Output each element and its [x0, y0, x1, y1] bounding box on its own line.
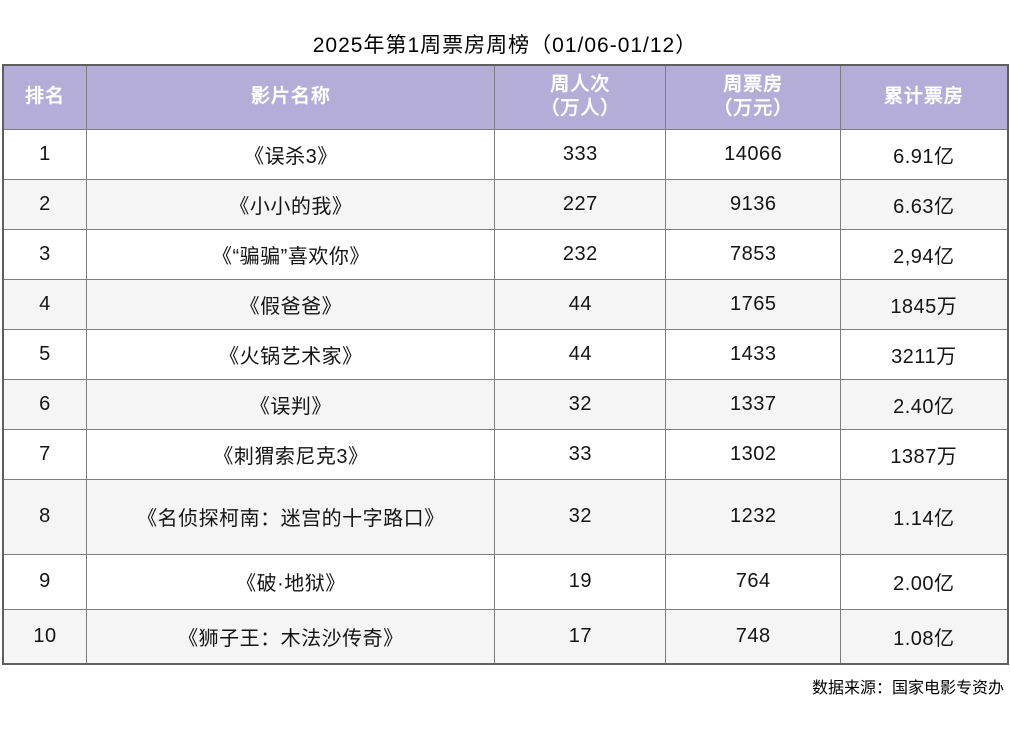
weekly-box-office-cell: 1232	[665, 478, 842, 555]
rank-cell: 6	[1, 378, 88, 430]
weekly-admissions-cell: 333	[494, 128, 667, 180]
header-row: 排名 影片名称 周人次 （万人） 周票房 （万元） 累计票房	[1, 64, 1008, 130]
total-box-office-cell: 1845万	[840, 278, 1008, 330]
rank-cell: 2	[1, 178, 88, 230]
table-row: 7 《刺猬索尼克3》 33 1302 1387万	[1, 428, 1008, 480]
rank-cell: 1	[1, 128, 88, 180]
data-source-note: 数据来源：国家电影专资办	[811, 680, 1004, 697]
rank-cell: 10	[1, 608, 88, 665]
weekly-admissions-cell: 17	[494, 608, 667, 665]
rank-cell: 3	[1, 228, 88, 280]
weekly-box-office-cell: 1337	[665, 378, 842, 430]
col-header-weekly-admissions: 周人次 （万人）	[494, 64, 667, 130]
total-box-office-cell: 1.14亿	[840, 478, 1008, 555]
table-row: 6 《误判》 32 1337 2.40亿	[1, 378, 1008, 430]
film-title-cell: 《假爸爸》	[86, 278, 496, 330]
table-row: 8 《名侦探柯南：迷宫的十字路口》 32 1232 1.14亿	[1, 478, 1008, 555]
table-header: 排名 影片名称 周人次 （万人） 周票房 （万元） 累计票房	[1, 64, 1008, 130]
table-row: 3 《“骗骗”喜欢你》 232 7853 2,94亿	[1, 228, 1008, 280]
weekly-box-office-cell: 1302	[665, 428, 842, 480]
total-box-office-cell: 2,94亿	[840, 228, 1008, 280]
table-row: 10 《狮子王：木法沙传奇》 17 748 1.08亿	[1, 608, 1008, 665]
weekly-admissions-cell: 32	[494, 378, 667, 430]
film-title-cell: 《名侦探柯南：迷宫的十字路口》	[86, 478, 496, 555]
box-office-table: 排名 影片名称 周人次 （万人） 周票房 （万元） 累计票房 1 《误杀3》 333…	[1, 64, 1009, 665]
weekly-box-office-cell: 764	[665, 553, 842, 610]
total-box-office-cell: 6.91亿	[840, 128, 1008, 180]
weekly-admissions-cell: 227	[494, 178, 667, 230]
col-header-rank: 排名	[1, 64, 88, 130]
film-title-cell: 《破·地狱》	[86, 553, 496, 610]
col-header-weekly-box-office: 周票房 （万元）	[665, 64, 842, 130]
weekly-box-office-cell: 748	[665, 608, 842, 665]
col-header-film-title: 影片名称	[86, 64, 496, 130]
weekly-admissions-cell: 44	[494, 328, 667, 380]
rank-cell: 9	[1, 553, 88, 610]
film-title-cell: 《火锅艺术家》	[86, 328, 496, 380]
table-row: 9 《破·地狱》 19 764 2.00亿	[1, 553, 1008, 610]
weekly-admissions-cell: 19	[494, 553, 667, 610]
film-title-cell: 《刺猬索尼克3》	[86, 428, 496, 480]
table-row: 1 《误杀3》 333 14066 6.91亿	[1, 128, 1008, 180]
film-title-cell: 《误判》	[86, 378, 496, 430]
page-title: 2025年第1周票房周榜（01/06-01/12）	[312, 34, 698, 57]
film-title-cell: 《小小的我》	[86, 178, 496, 230]
col-header-total-box-office: 累计票房	[840, 64, 1008, 130]
table-body: 1 《误杀3》 333 14066 6.91亿 2 《小小的我》 227 9136 6.63亿 3 《…	[1, 128, 1008, 665]
weekly-admissions-cell: 232	[494, 228, 667, 280]
total-box-office-cell: 1.08亿	[840, 608, 1008, 665]
weekly-box-office-cell: 1765	[665, 278, 842, 330]
weekly-box-office-cell: 14066	[665, 128, 842, 180]
table-row: 2 《小小的我》 227 9136 6.63亿	[1, 178, 1008, 230]
rank-cell: 7	[1, 428, 88, 480]
total-box-office-cell: 2.40亿	[840, 378, 1008, 430]
total-box-office-cell: 1387万	[840, 428, 1008, 480]
film-title-cell: 《“骗骗”喜欢你》	[86, 228, 496, 280]
weekly-box-office-cell: 1433	[665, 328, 842, 380]
rank-cell: 4	[1, 278, 88, 330]
weekly-admissions-cell: 32	[494, 478, 667, 555]
rank-cell: 8	[1, 478, 88, 555]
rank-cell: 5	[1, 328, 88, 380]
weekly-box-office-cell: 7853	[665, 228, 842, 280]
total-box-office-cell: 2.00亿	[840, 553, 1008, 610]
table-row: 4 《假爸爸》 44 1765 1845万	[1, 278, 1008, 330]
film-title-cell: 《误杀3》	[86, 128, 496, 180]
weekly-box-office-cell: 9136	[665, 178, 842, 230]
weekly-admissions-cell: 33	[494, 428, 667, 480]
film-title-cell: 《狮子王：木法沙传奇》	[86, 608, 496, 665]
weekly-admissions-cell: 44	[494, 278, 667, 330]
total-box-office-cell: 6.63亿	[840, 178, 1008, 230]
table-row: 5 《火锅艺术家》 44 1433 3211万	[1, 328, 1008, 380]
total-box-office-cell: 3211万	[840, 328, 1008, 380]
